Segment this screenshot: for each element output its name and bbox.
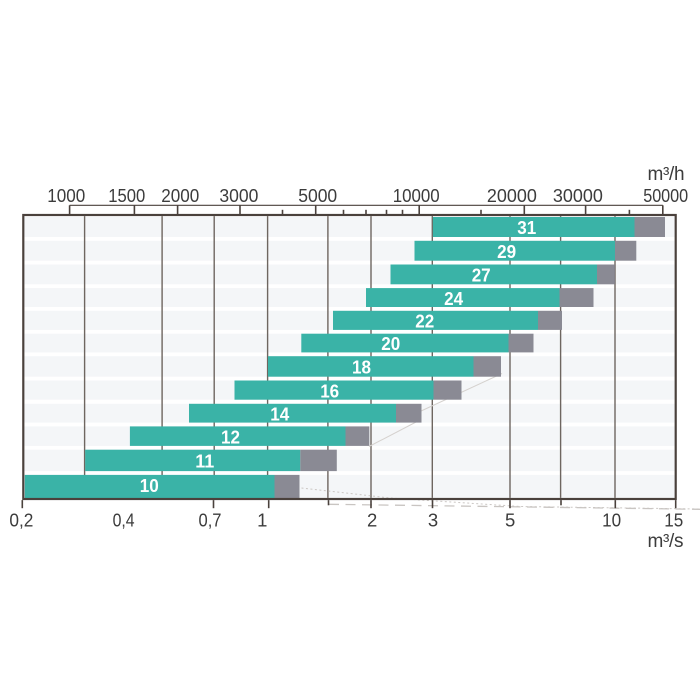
svg-text:3: 3: [428, 510, 438, 531]
svg-text:15: 15: [664, 510, 683, 531]
svg-text:30000: 30000: [553, 185, 603, 206]
svg-text:20: 20: [381, 334, 400, 354]
svg-text:27: 27: [472, 266, 491, 286]
svg-text:16: 16: [320, 381, 339, 401]
svg-text:3000: 3000: [219, 185, 258, 206]
svg-text:5000: 5000: [298, 185, 337, 206]
svg-text:24: 24: [444, 289, 463, 309]
svg-text:11: 11: [195, 452, 214, 472]
svg-text:14: 14: [270, 404, 289, 424]
svg-text:31: 31: [517, 218, 536, 238]
svg-text:2: 2: [367, 510, 377, 531]
svg-text:1500: 1500: [108, 185, 145, 206]
svg-text:18: 18: [352, 358, 371, 378]
svg-text:0,4: 0,4: [113, 510, 135, 531]
svg-text:5: 5: [505, 510, 515, 531]
svg-text:1000: 1000: [47, 185, 85, 206]
svg-text:10: 10: [140, 476, 159, 496]
svg-text:m³/h: m³/h: [648, 164, 685, 185]
svg-text:20000: 20000: [487, 185, 537, 206]
svg-text:1: 1: [257, 510, 267, 531]
svg-text:0,7: 0,7: [199, 510, 222, 531]
svg-text:2000: 2000: [161, 185, 199, 206]
svg-text:m³/s: m³/s: [648, 531, 684, 552]
svg-text:12: 12: [221, 427, 240, 447]
svg-text:10: 10: [602, 510, 621, 531]
svg-text:22: 22: [415, 312, 434, 332]
svg-text:10000: 10000: [393, 185, 440, 206]
svg-text:50000: 50000: [643, 185, 688, 206]
svg-text:0,2: 0,2: [9, 510, 33, 531]
svg-text:29: 29: [497, 242, 516, 262]
